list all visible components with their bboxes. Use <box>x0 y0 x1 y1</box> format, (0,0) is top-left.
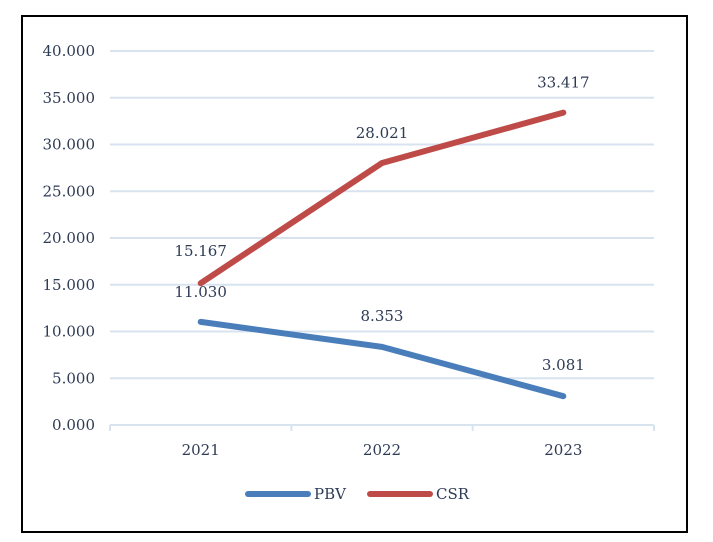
series-lines <box>197 109 567 400</box>
data-label-csr: 15.167 <box>174 242 227 260</box>
data-label-csr: 28.021 <box>356 124 409 142</box>
y-axis-tick-labels: 0.000 5.000 10.000 15.000 20.000 25.000 30.000… <box>43 42 96 434</box>
series-line-pbv <box>197 318 567 400</box>
y-tick-label: 30.000 <box>43 136 96 154</box>
y-tick-label: 0.000 <box>52 416 95 434</box>
x-tick-label: 2022 <box>363 441 401 459</box>
y-tick-label: 25.000 <box>43 182 96 200</box>
data-label-pbv: 8.353 <box>361 307 404 325</box>
legend-label-pbv: PBV <box>314 485 347 503</box>
legend: PBV CSR <box>245 485 470 503</box>
legend-label-csr: CSR <box>436 485 470 503</box>
y-tick-label: 35.000 <box>43 89 96 107</box>
y-tick-label: 15.000 <box>43 276 96 294</box>
x-axis <box>109 424 655 431</box>
chart-frame <box>21 15 688 533</box>
y-tick-label: 20.000 <box>43 229 96 247</box>
data-label-csr: 33.417 <box>537 74 590 92</box>
x-tick-label: 2021 <box>182 441 220 459</box>
gridlines <box>110 50 654 380</box>
data-label-pbv: 3.081 <box>542 356 585 374</box>
x-axis-tick-labels: 2021 2022 2023 <box>182 441 583 459</box>
y-tick-label: 40.000 <box>43 42 96 60</box>
x-tick-label: 2023 <box>544 441 582 459</box>
y-tick-label: 10.000 <box>43 323 96 341</box>
y-tick-label: 5.000 <box>52 369 95 387</box>
data-label-pbv: 11.030 <box>174 283 227 301</box>
data-labels: 11.030 8.353 3.081 15.167 28.021 33.417 <box>174 74 589 375</box>
